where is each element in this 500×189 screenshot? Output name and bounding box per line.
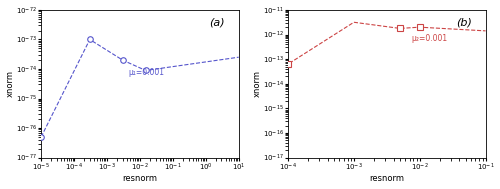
Text: μ₁=0.001: μ₁=0.001 <box>128 68 164 77</box>
X-axis label: resnorm: resnorm <box>122 174 158 184</box>
Y-axis label: xnorm: xnorm <box>6 70 15 97</box>
Text: (a): (a) <box>209 17 225 27</box>
X-axis label: resnorm: resnorm <box>370 174 404 184</box>
Y-axis label: xnorm: xnorm <box>252 70 262 97</box>
Text: (b): (b) <box>456 17 472 27</box>
Text: μ₂=0.001: μ₂=0.001 <box>412 34 448 43</box>
